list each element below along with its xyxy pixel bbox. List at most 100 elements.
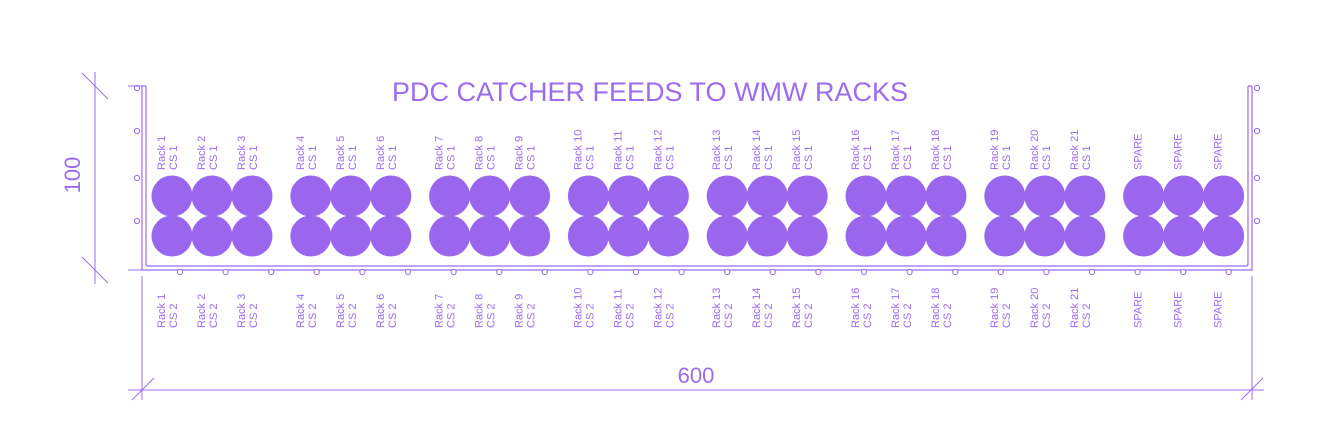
cable-label-bottom: CS 2 <box>248 304 260 328</box>
cable-label-bottom: CS 2 <box>624 304 636 328</box>
cable-label-bottom: CS 2 <box>307 304 319 328</box>
height-dimension-label: 100 <box>60 157 85 194</box>
cable-cs1 <box>885 175 927 217</box>
cable-label-top: Rack 13 <box>711 130 723 170</box>
cable-label-bottom: Rack 17 <box>890 288 902 328</box>
diagram-title: PDC CATCHER FEEDS TO WMW RACKS <box>392 77 908 107</box>
tray-hole <box>1253 174 1261 182</box>
cable-label-top: Rack 19 <box>989 130 1001 170</box>
dimension-tick <box>81 256 109 284</box>
cable-cs1 <box>330 175 372 217</box>
cable-label-top: CS 1 <box>208 146 220 170</box>
tray-inner-wall <box>145 86 1249 267</box>
cable-label-bottom: CS 2 <box>902 304 914 328</box>
cable-label-bottom: Rack 14 <box>751 288 763 328</box>
tray-hole <box>906 268 913 276</box>
cable-label-bottom: CS 2 <box>446 304 458 328</box>
cable-label-bottom: Rack 15 <box>791 288 803 328</box>
cable-label-bottom: Rack 18 <box>930 288 942 328</box>
cable-label-bottom: CS 2 <box>347 304 359 328</box>
cable-label-top: Rack 4 <box>295 136 307 170</box>
cable-label-top: CS 1 <box>1041 146 1053 170</box>
cable-label-bottom: Rack 5 <box>335 294 347 328</box>
cable-label-top: CS 1 <box>486 146 498 170</box>
tray-hole <box>404 268 412 276</box>
cable-label-bottom: SPARE <box>1213 292 1225 328</box>
cable-cs2 <box>469 215 511 257</box>
cable-cs2 <box>231 215 273 257</box>
tray-hole <box>1088 268 1096 276</box>
cable-label-top: CS 1 <box>248 146 260 170</box>
tray-hole <box>952 268 959 276</box>
cable-label-top: CS 1 <box>446 146 458 170</box>
cable-label-bottom: CS 2 <box>803 304 815 328</box>
cable-cs1 <box>1024 175 1066 217</box>
cable-label-bottom: Rack 12 <box>652 288 664 328</box>
cable-label-top: Rack 11 <box>612 130 624 170</box>
cable-label-top: Rack 8 <box>474 136 486 170</box>
cable-label-bottom: Rack 11 <box>612 288 624 328</box>
tray-hole <box>133 217 141 225</box>
cable-label-bottom: SPARE <box>1173 292 1185 328</box>
tray-hole <box>133 174 141 182</box>
cable-label-bottom: CS 2 <box>942 304 954 328</box>
cable-label-top: Rack 16 <box>850 130 862 170</box>
cable-label-bottom: Rack 4 <box>295 294 307 328</box>
cable-label-top: CS 1 <box>624 146 636 170</box>
cable-label-top: Rack 14 <box>751 130 763 170</box>
cable-label-top: CS 1 <box>664 146 676 170</box>
cable-label-top: CS 1 <box>526 146 538 170</box>
tray-hole <box>359 268 366 276</box>
cable-label-bottom: CS 2 <box>168 304 180 328</box>
cable-cs2 <box>925 215 967 257</box>
cable-label-top: Rack 1 <box>156 136 168 170</box>
tray-hole <box>1253 84 1261 92</box>
cable-label-bottom: Rack 21 <box>1069 288 1081 328</box>
cable-label-bottom: Rack 1 <box>156 294 168 328</box>
cable-label-top: Rack 6 <box>375 136 387 170</box>
cable-cs2 <box>885 215 927 257</box>
cable-label-bottom: CS 2 <box>208 304 220 328</box>
tray-hole <box>678 268 685 276</box>
cable-cs2 <box>1203 215 1245 257</box>
cable-label-bottom: Rack 20 <box>1029 288 1041 328</box>
cable-label-top: SPARE <box>1213 134 1225 170</box>
cable-label-top: CS 1 <box>307 146 319 170</box>
cable-label-bottom: Rack 8 <box>474 294 486 328</box>
cable-cs1 <box>1203 175 1245 217</box>
cable-cs1 <box>845 175 887 217</box>
cable-label-top: CS 1 <box>1081 146 1093 170</box>
bottom-labels: Rack 1 CS 2 Rack 2 CS 2 Rack 3 CS 2 Rack 4 CS 2… <box>156 288 1225 328</box>
cable-cs1 <box>786 175 828 217</box>
cable-tray <box>133 84 1261 276</box>
cable-cs1 <box>1123 175 1165 217</box>
cable-label-bottom: CS 2 <box>664 304 676 328</box>
cable-cs1 <box>647 175 689 217</box>
tray-hole <box>541 268 548 276</box>
cable-label-top: Rack 21 <box>1069 130 1081 170</box>
tray-hole <box>450 268 457 276</box>
tray-hole <box>1225 268 1232 276</box>
tray-hole <box>1253 127 1261 135</box>
dimension-tick <box>1240 377 1264 401</box>
tray-hole <box>268 268 275 276</box>
cable-label-top: Rack 15 <box>791 130 803 170</box>
cable-label-bottom: CS 2 <box>763 304 775 328</box>
cable-cs2 <box>1163 215 1205 257</box>
cable-label-top: Rack 20 <box>1029 130 1041 170</box>
cable-cs1 <box>607 175 649 217</box>
cable-label-bottom: Rack 7 <box>434 294 446 328</box>
cable-label-top: Rack 5 <box>335 136 347 170</box>
cable-cs2 <box>191 215 233 257</box>
tray-hole <box>587 268 594 276</box>
cable-cs1 <box>925 175 967 217</box>
cable-label-top: Rack 12 <box>652 130 664 170</box>
cable-bundles <box>151 175 1245 257</box>
tray-hole <box>1134 268 1141 276</box>
cable-label-top: Rack 9 <box>514 136 526 170</box>
tray-hole <box>496 268 503 276</box>
tray-hole <box>1043 268 1050 276</box>
cable-label-top: CS 1 <box>168 146 180 170</box>
cable-label-top: Rack 18 <box>930 130 942 170</box>
